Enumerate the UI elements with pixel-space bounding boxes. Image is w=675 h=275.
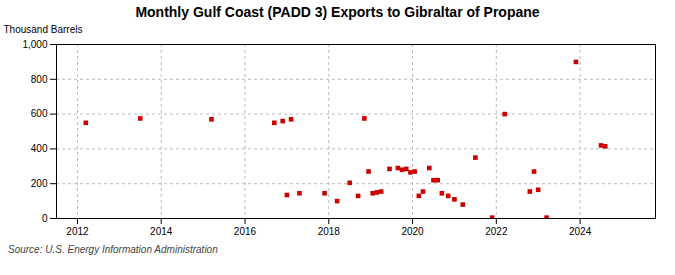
svg-text:2022: 2022 bbox=[485, 226, 508, 237]
svg-text:1,000: 1,000 bbox=[22, 39, 47, 50]
svg-text:2012: 2012 bbox=[66, 226, 89, 237]
html-text:Monthly Gulf Coast (PADD 3) Ex: Monthly Gulf Coast (PADD 3) Exports to G… bbox=[135, 4, 540, 20]
svg-text:2014: 2014 bbox=[150, 226, 173, 237]
html-text:Source: U.S. Energy Informatio: Source: U.S. Energy Information Administ… bbox=[8, 244, 218, 255]
svg-text:2016: 2016 bbox=[234, 226, 257, 237]
svg-text:0: 0 bbox=[42, 213, 48, 224]
svg-text:800: 800 bbox=[31, 74, 48, 85]
svg-text:600: 600 bbox=[31, 108, 48, 119]
svg-text:2020: 2020 bbox=[401, 226, 424, 237]
svg-text:400: 400 bbox=[31, 143, 48, 154]
svg-text:2024: 2024 bbox=[569, 226, 592, 237]
svg-text:Thousand Barrels: Thousand Barrels bbox=[4, 24, 83, 35]
svg-text:200: 200 bbox=[31, 178, 48, 189]
svg-text:2018: 2018 bbox=[318, 226, 341, 237]
